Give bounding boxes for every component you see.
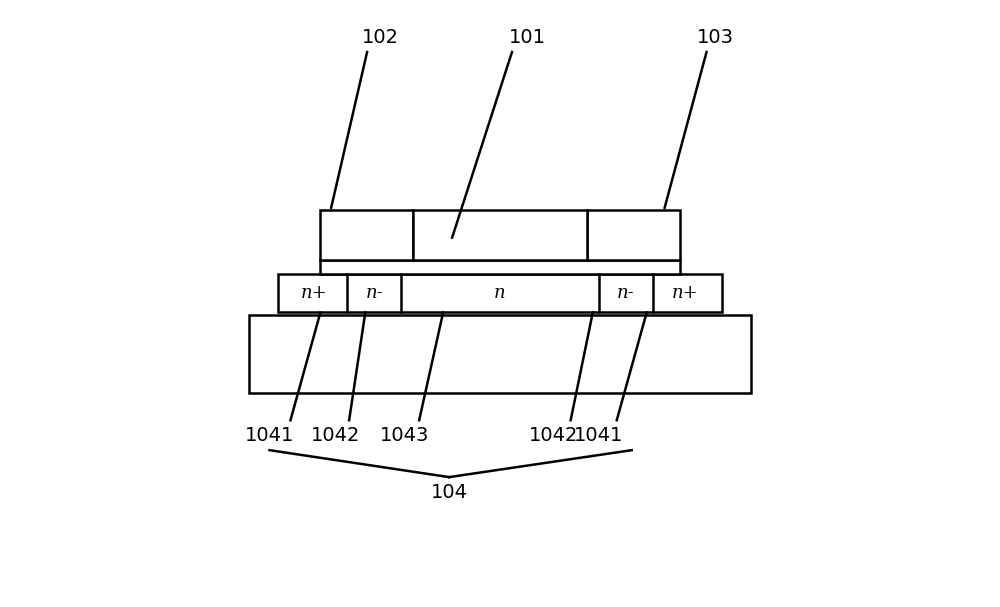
Text: n+: n+ <box>301 283 328 302</box>
Text: 102: 102 <box>362 27 399 47</box>
Text: 104: 104 <box>431 483 468 501</box>
Text: n-: n- <box>365 283 383 302</box>
Bar <box>249 316 751 393</box>
Bar <box>413 209 587 260</box>
Text: n+: n+ <box>672 283 699 302</box>
Text: n-: n- <box>617 283 635 302</box>
Text: 1041: 1041 <box>245 426 294 445</box>
Text: n: n <box>494 283 506 302</box>
Text: 1043: 1043 <box>380 426 429 445</box>
Bar <box>320 260 680 274</box>
Text: 1042: 1042 <box>529 426 579 445</box>
Bar <box>587 209 680 260</box>
Text: 1042: 1042 <box>311 426 360 445</box>
Bar <box>320 209 413 260</box>
Text: 101: 101 <box>508 27 545 47</box>
Text: 103: 103 <box>697 27 734 47</box>
Text: 1041: 1041 <box>574 426 623 445</box>
Bar <box>278 274 722 313</box>
